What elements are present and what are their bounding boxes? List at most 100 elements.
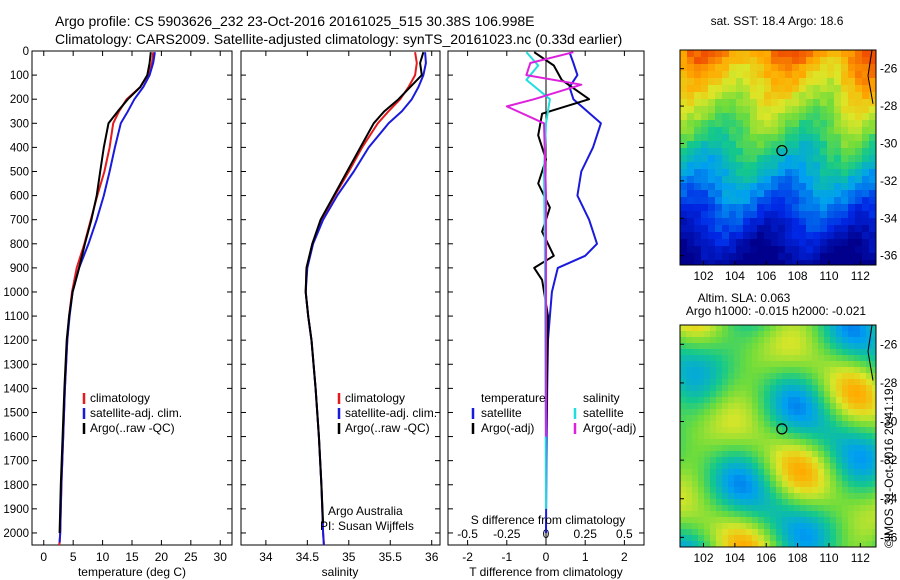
map-cell [692,331,699,338]
map-cell [686,445,693,452]
map-cell [736,155,744,163]
map-cell [848,260,856,265]
map-cell [794,409,801,416]
map-cell [794,337,801,344]
map-cell [687,260,695,265]
map-cell [836,397,843,404]
map-cell [729,190,737,198]
map-cell [771,253,779,261]
map-cell [812,451,819,458]
map-cell [872,325,876,332]
map-cell [827,155,835,163]
map-cell [771,106,779,114]
map-cell [855,218,863,226]
map-cell [788,397,795,404]
map-cell [806,403,813,410]
map-cell [722,211,730,219]
map-cell [770,475,777,482]
map-cell [788,463,795,470]
map-cell [752,421,759,428]
map-cell [794,481,801,488]
map-cell [872,499,876,506]
x-tick-label: 34 [259,550,273,564]
map-cell [708,99,716,107]
legend-label-satellite: satellite-adj. clim. [90,406,182,420]
map-cell [806,499,813,506]
map-cell [740,517,747,524]
map-cell [813,162,821,170]
y-tick-label: 1400 [3,383,29,395]
map-cell [834,99,842,107]
map-cell [692,385,699,392]
map-cell [848,169,856,177]
map-cell [830,397,837,404]
map-cell [770,493,777,500]
legend-label-argo: Argo(-adj) [481,421,534,435]
map-cell [827,239,835,247]
map-cell [806,211,814,219]
map-cell [686,349,693,356]
map-cell [788,535,795,542]
map-cell [746,487,753,494]
map-cell [866,391,873,398]
map-cell [757,183,765,191]
map-cell [834,211,842,219]
top-tick-label: -0.25 [493,527,521,541]
map-cell [722,218,730,226]
map-cell [757,162,765,170]
map-cell [722,355,729,362]
map-cell [800,415,807,422]
map-cell [854,457,861,464]
map-cell [743,92,751,100]
map-cell [729,148,737,156]
map-cell [680,176,688,184]
map-cell [692,511,699,518]
map-cell [860,421,867,428]
map-cell [770,325,777,332]
map-cell [824,481,831,488]
map-cell [836,361,843,368]
map-cell [860,427,867,434]
map-cell [836,331,843,338]
map-cell [743,190,751,198]
map-cell [686,493,693,500]
map-cell [722,71,730,79]
map-cell [686,427,693,434]
map-cell [704,439,711,446]
map-cell [757,176,765,184]
map-cell [692,361,699,368]
map-cell [866,373,873,380]
map-cell [680,134,688,142]
map-cell [830,505,837,512]
map-cell [869,113,876,121]
map-cell [722,85,730,93]
map-cell [818,385,825,392]
map-cell [680,253,688,261]
x-tick-label: 34.5 [296,550,320,564]
map-cell [770,517,777,524]
map-cell [728,535,735,542]
map-cell [872,523,876,530]
map-cell [701,99,709,107]
map-cell [812,331,819,338]
map-cell [740,493,747,500]
y-tick-label: -28 [880,99,898,113]
map-cell [686,337,693,344]
map-cell [830,355,837,362]
map-cell [860,541,867,547]
map-cell [764,225,772,233]
map-cell [764,169,772,177]
map-cell [716,487,723,494]
map-cell [776,403,783,410]
map-cell [729,113,737,121]
map-cell [764,421,771,428]
map-cell [869,92,876,100]
map-cell [806,190,814,198]
map-cell [841,204,849,212]
map-cell [820,120,828,128]
map-cell [800,433,807,440]
map-cell [771,141,779,149]
map-cell [785,92,793,100]
map-cell [722,176,730,184]
map-cell [764,64,772,72]
